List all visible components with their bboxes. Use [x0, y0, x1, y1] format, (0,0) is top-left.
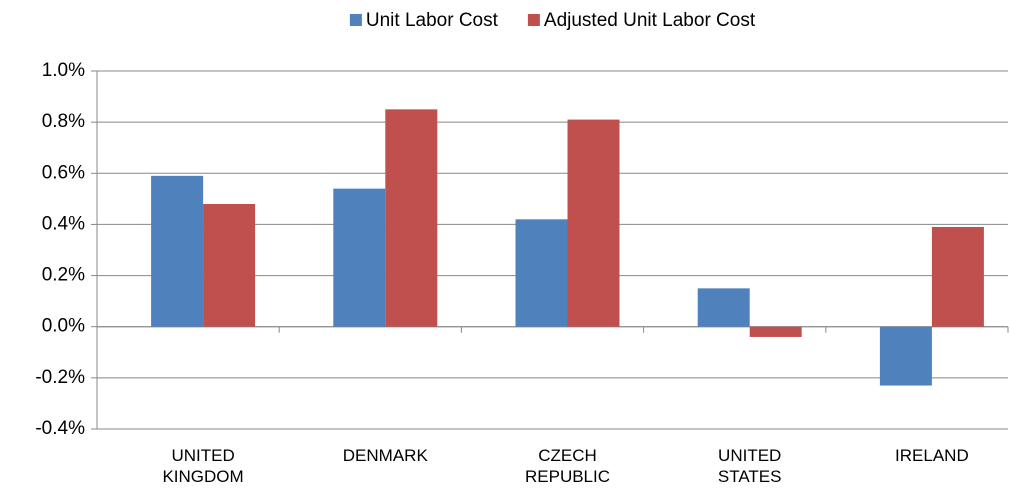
x-tick-label: CZECH REPUBLIC [524, 446, 611, 486]
bar [567, 119, 620, 327]
y-tick-label: 0.2% [42, 265, 85, 286]
y-tick-label: 0.8% [42, 111, 85, 132]
y-tick-label: 0.6% [42, 162, 85, 183]
y-tick-label: -0.2% [35, 367, 85, 388]
y-tick-label: -0.4% [35, 418, 85, 439]
legend-swatch [349, 14, 362, 26]
x-tick-label: DENMARK [342, 446, 428, 465]
bar [333, 188, 386, 327]
bar [203, 203, 256, 327]
bar [931, 226, 984, 327]
bar [151, 175, 204, 327]
legend-label: Adjusted Unit Labor Cost [544, 10, 756, 31]
x-tick-label: UNITED STATES [717, 446, 782, 486]
y-tick-label: 0.0% [42, 316, 85, 337]
bar [697, 288, 750, 327]
legend-swatch [527, 14, 540, 26]
x-tick-label: UNITED KINGDOM [162, 446, 244, 486]
bar [515, 219, 568, 327]
bar [879, 326, 932, 386]
bar [385, 109, 438, 327]
legend-label: Unit Labor Cost [366, 10, 499, 31]
bar [749, 326, 802, 337]
y-tick-label: 0.4% [42, 213, 85, 234]
x-tick-label: IRELAND [895, 446, 969, 465]
y-tick-label: 1.0% [42, 60, 85, 81]
